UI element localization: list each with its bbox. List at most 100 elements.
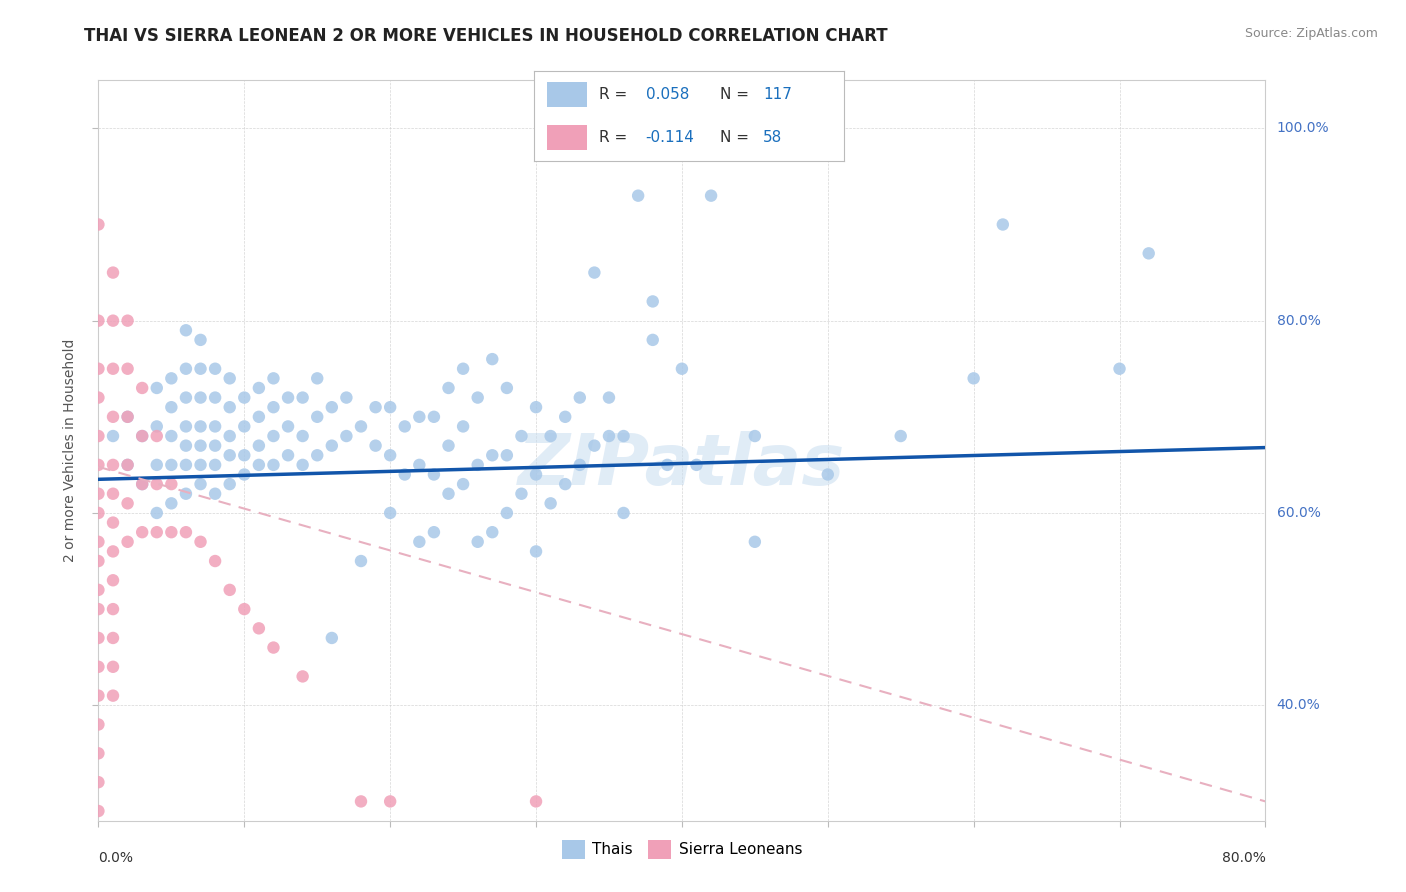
Point [380, 506, 402, 520]
Point [380, 400, 402, 414]
Point [174, 487, 197, 501]
Point [671, 361, 693, 376]
Point [307, 409, 329, 424]
Point [335, 391, 357, 405]
Text: 58: 58 [763, 130, 782, 145]
Point [87, 313, 110, 327]
Point [481, 352, 503, 367]
Point [146, 525, 169, 540]
Point [524, 400, 547, 414]
Point [87, 631, 110, 645]
Point [190, 477, 212, 491]
Text: 80.0%: 80.0% [1222, 851, 1265, 865]
Point [190, 419, 212, 434]
Point [117, 361, 139, 376]
Point [174, 323, 197, 337]
Point [146, 381, 169, 395]
Point [218, 371, 240, 385]
Text: R =: R = [599, 130, 633, 145]
Point [87, 775, 110, 789]
Point [408, 534, 430, 549]
Point [641, 294, 664, 309]
Point [101, 689, 124, 703]
Point [380, 448, 402, 462]
Point [174, 439, 197, 453]
Point [87, 534, 110, 549]
Point [481, 525, 503, 540]
Text: 0.0%: 0.0% [98, 851, 134, 865]
Point [700, 188, 723, 202]
Point [87, 689, 110, 703]
Point [277, 391, 299, 405]
Point [364, 439, 387, 453]
Point [598, 391, 620, 405]
Point [146, 458, 169, 472]
Point [247, 381, 270, 395]
Point [117, 496, 139, 510]
Point [204, 458, 226, 472]
Point [146, 506, 169, 520]
Point [160, 400, 183, 414]
Point [174, 525, 197, 540]
Point [87, 602, 110, 616]
Point [568, 391, 591, 405]
Point [962, 371, 984, 385]
Point [87, 506, 110, 520]
Point [117, 534, 139, 549]
Point [291, 669, 314, 683]
Point [423, 525, 446, 540]
Point [262, 400, 284, 414]
Point [364, 400, 387, 414]
Point [101, 429, 124, 443]
Text: -0.114: -0.114 [645, 130, 695, 145]
Text: 117: 117 [763, 87, 792, 102]
Point [87, 554, 110, 568]
Text: ZIPatlas: ZIPatlas [519, 431, 845, 500]
Point [101, 487, 124, 501]
Point [131, 477, 153, 491]
Point [101, 266, 124, 280]
Point [247, 439, 270, 453]
Point [87, 429, 110, 443]
Point [524, 544, 547, 558]
Point [117, 409, 139, 424]
Point [291, 458, 314, 472]
Point [190, 391, 212, 405]
Point [277, 448, 299, 462]
Point [437, 439, 460, 453]
Point [146, 429, 169, 443]
Point [262, 371, 284, 385]
Point [467, 534, 489, 549]
Bar [547, 125, 586, 150]
Point [190, 458, 212, 472]
Point [87, 391, 110, 405]
Point [204, 419, 226, 434]
Point [540, 496, 562, 510]
Point [87, 487, 110, 501]
Text: N =: N = [720, 87, 754, 102]
Point [87, 582, 110, 597]
Point [437, 381, 460, 395]
Point [160, 496, 183, 510]
Point [350, 794, 373, 808]
Point [496, 448, 519, 462]
Text: N =: N = [720, 130, 754, 145]
Point [321, 631, 343, 645]
Point [496, 506, 519, 520]
Point [190, 361, 212, 376]
Point [131, 381, 153, 395]
Point [641, 333, 664, 347]
Point [87, 660, 110, 674]
Text: 0.058: 0.058 [645, 87, 689, 102]
Point [467, 458, 489, 472]
Point [408, 458, 430, 472]
Point [598, 429, 620, 443]
Point [131, 429, 153, 443]
Point [554, 477, 576, 491]
Point [117, 458, 139, 472]
Point [307, 448, 329, 462]
Point [510, 487, 533, 501]
Point [744, 429, 766, 443]
Point [321, 400, 343, 414]
Point [174, 361, 197, 376]
